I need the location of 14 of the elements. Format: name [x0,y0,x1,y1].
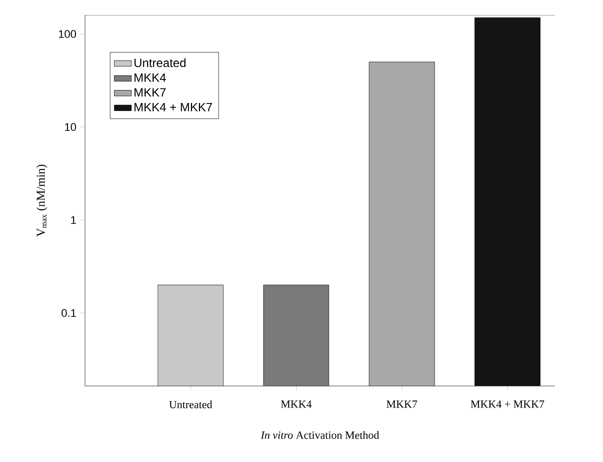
legend-label: MKK4 [134,74,166,82]
y-tick-label: 10 [65,123,76,131]
legend-label: MKK4 + MKK7 [134,103,212,112]
y-tick-label: 0.1 [62,309,76,317]
x-axis-title: In vitro Activation Method [260,431,380,439]
x-tick-label: MKK4 + MKK7 [470,400,544,408]
x-tick-label: MKK4 [280,400,312,408]
legend-label: Untreated [134,58,186,68]
legend-label: MKK7 [134,88,166,97]
x-tick-label: Untreated [169,400,212,408]
y-tick-label: 1 [71,216,76,224]
y-axis-title: V$_{max}$ (nM/min) [36,164,48,237]
y-tick-label: 100 [58,30,76,38]
x-tick-label: MKK7 [386,400,418,408]
